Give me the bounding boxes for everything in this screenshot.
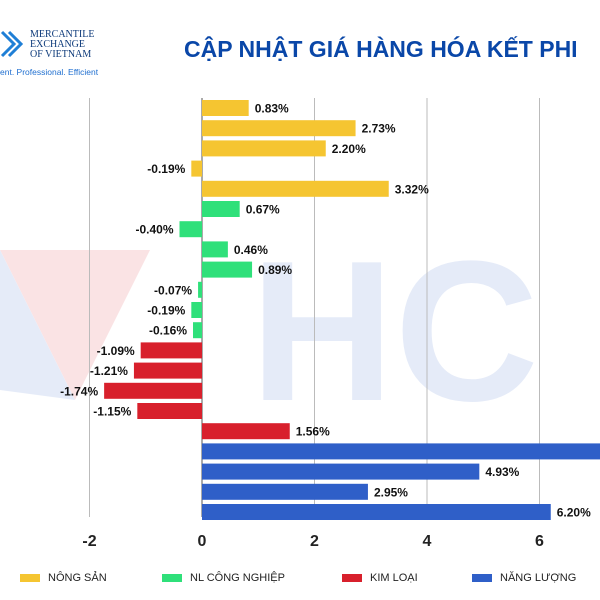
bar	[202, 504, 551, 520]
bar	[202, 100, 249, 116]
bars	[104, 100, 600, 520]
legend-label-nang-luong: NĂNG LƯỢNG	[500, 572, 577, 584]
data-label: -0.07%	[154, 283, 192, 297]
data-label: -1.21%	[90, 364, 128, 378]
watermark-letters: HC	[250, 220, 539, 443]
bar	[202, 423, 290, 440]
bar	[104, 382, 202, 399]
x-tick-label: 0	[198, 533, 207, 550]
logo-tagline: ent. Professional. Efficient	[0, 67, 99, 77]
data-label: -0.19%	[147, 304, 185, 318]
legend-label-kim-loai: KIM LOẠI	[370, 572, 418, 584]
data-label: 6.20%	[557, 506, 591, 520]
bar	[137, 403, 202, 419]
bar	[202, 201, 240, 217]
data-label: -0.19%	[147, 162, 185, 176]
legend-item-nang-luong: NĂNG LƯỢNG	[472, 572, 576, 584]
logo-text: MERCANTILE EXCHANGE OF VIETNAM	[30, 30, 94, 60]
legend: NÔNG SẢN NL CÔNG NGHIỆP KIM LOẠI NĂNG LƯ…	[0, 572, 600, 592]
bar	[202, 241, 228, 258]
data-label: 2.20%	[332, 142, 366, 156]
bar	[140, 342, 202, 359]
bar	[198, 281, 202, 298]
data-label: 4.93%	[485, 465, 519, 479]
legend-swatch-nang-luong	[472, 574, 492, 582]
bar	[191, 160, 202, 177]
legend-item-nl-cong-nghiep: NL CÔNG NGHIỆP	[162, 572, 285, 584]
data-label: -1.15%	[93, 405, 131, 419]
watermark-triangle-red	[0, 250, 150, 400]
legend-label-nl-cong-nghiep: NL CÔNG NGHIỆP	[190, 572, 285, 584]
x-ticks: -2 0 2 4 6	[82, 533, 544, 550]
data-label: 0.67%	[246, 203, 280, 217]
x-tick-label: 6	[535, 533, 544, 550]
bar	[193, 322, 202, 339]
bar-labels: 0.83% 2.73% 2.20% -0.19% 3.32% 0.67% -0.40% 0.4…	[60, 102, 591, 520]
data-label: 0.89%	[258, 263, 292, 277]
legend-swatch-nl-cong-nghiep	[162, 574, 182, 582]
logo-line-2: EXCHANGE	[30, 39, 85, 50]
data-label: -0.16%	[149, 324, 187, 338]
bar	[202, 120, 356, 137]
watermark: HC	[0, 220, 539, 443]
legend-label-nong-san: NÔNG SẢN	[48, 572, 107, 584]
bar	[202, 180, 389, 197]
data-label: 3.32%	[395, 182, 429, 196]
data-label: -1.09%	[97, 344, 135, 358]
bar	[133, 362, 202, 379]
mxv-logo	[0, 28, 120, 80]
data-label: 1.56%	[296, 425, 330, 439]
data-label: 0.46%	[234, 243, 268, 257]
legend-item-kim-loai: KIM LOẠI	[342, 572, 418, 584]
bar	[202, 483, 368, 500]
bar	[179, 221, 202, 238]
x-tick-label: 4	[423, 533, 432, 550]
bar	[202, 261, 253, 278]
legend-swatch-kim-loai	[342, 574, 362, 582]
bar	[202, 463, 480, 480]
x-tick-label: 2	[310, 533, 319, 550]
data-label: 2.95%	[374, 485, 408, 499]
legend-item-nong-san: NÔNG SẢN	[20, 572, 107, 584]
data-label: -0.40%	[135, 223, 173, 237]
logo-line-1: MERCANTILE	[30, 29, 95, 40]
watermark-triangle-blue	[0, 250, 75, 400]
legend-swatch-nong-san	[20, 574, 40, 582]
data-label: 0.83%	[255, 102, 289, 116]
logo-chevron-icon	[0, 30, 24, 58]
logo-line-3: OF VIETNAM	[30, 49, 92, 60]
data-label: -1.74%	[60, 384, 98, 398]
data-label: 2.73%	[362, 122, 396, 136]
bar	[191, 302, 202, 318]
page-title: CẬP NHẬT GIÁ HÀNG HÓA KẾT PHI	[184, 36, 578, 62]
x-tick-label: -2	[82, 533, 96, 550]
bar	[202, 140, 326, 157]
bar	[202, 443, 600, 460]
